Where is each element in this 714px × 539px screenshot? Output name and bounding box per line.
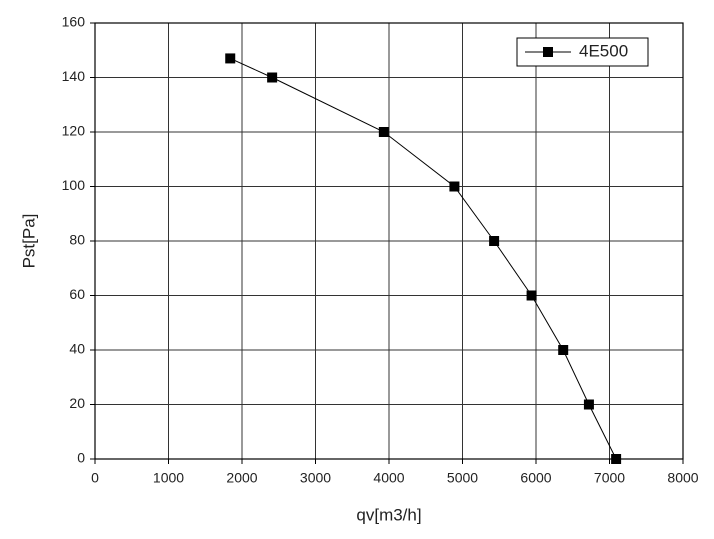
y-tick-label: 20: [69, 395, 85, 411]
y-tick-label: 40: [69, 341, 85, 357]
y-tick-label: 100: [62, 177, 86, 193]
y-tick-label: 60: [69, 286, 85, 302]
data-point: [489, 236, 500, 246]
y-tick-label: 80: [69, 232, 85, 248]
plot-frame: [94, 22, 684, 460]
data-point: [558, 345, 569, 355]
x-tick-label: 3000: [300, 470, 331, 486]
data-point: [378, 127, 389, 137]
y-tick-label: 160: [62, 14, 86, 30]
series-line: [230, 57, 617, 460]
x-tick-label: 2000: [226, 470, 257, 486]
data-point: [449, 181, 460, 192]
y-tick-label: 0: [77, 450, 85, 466]
legend-marker: [543, 47, 553, 57]
y-tick-label: 140: [62, 68, 86, 84]
data-point: [583, 399, 594, 410]
x-tick-label: 8000: [667, 470, 698, 486]
data-point: [611, 454, 622, 464]
x-tick-label: 6000: [520, 470, 551, 486]
data-point: [225, 53, 236, 64]
x-tick-label: 1000: [153, 470, 184, 486]
x-tick-label: 7000: [594, 470, 625, 486]
x-tick-label: 0: [91, 470, 99, 486]
data-point: [267, 72, 278, 83]
y-tick-label: 120: [62, 123, 86, 139]
legend-label: 4E500: [579, 41, 628, 60]
x-axis-label: qv[m3/h]: [356, 505, 421, 524]
y-axis-label: Pst[Pa]: [19, 214, 38, 269]
data-point: [526, 290, 537, 301]
x-tick-label: 5000: [447, 470, 478, 486]
x-tick-label: 4000: [373, 470, 404, 486]
